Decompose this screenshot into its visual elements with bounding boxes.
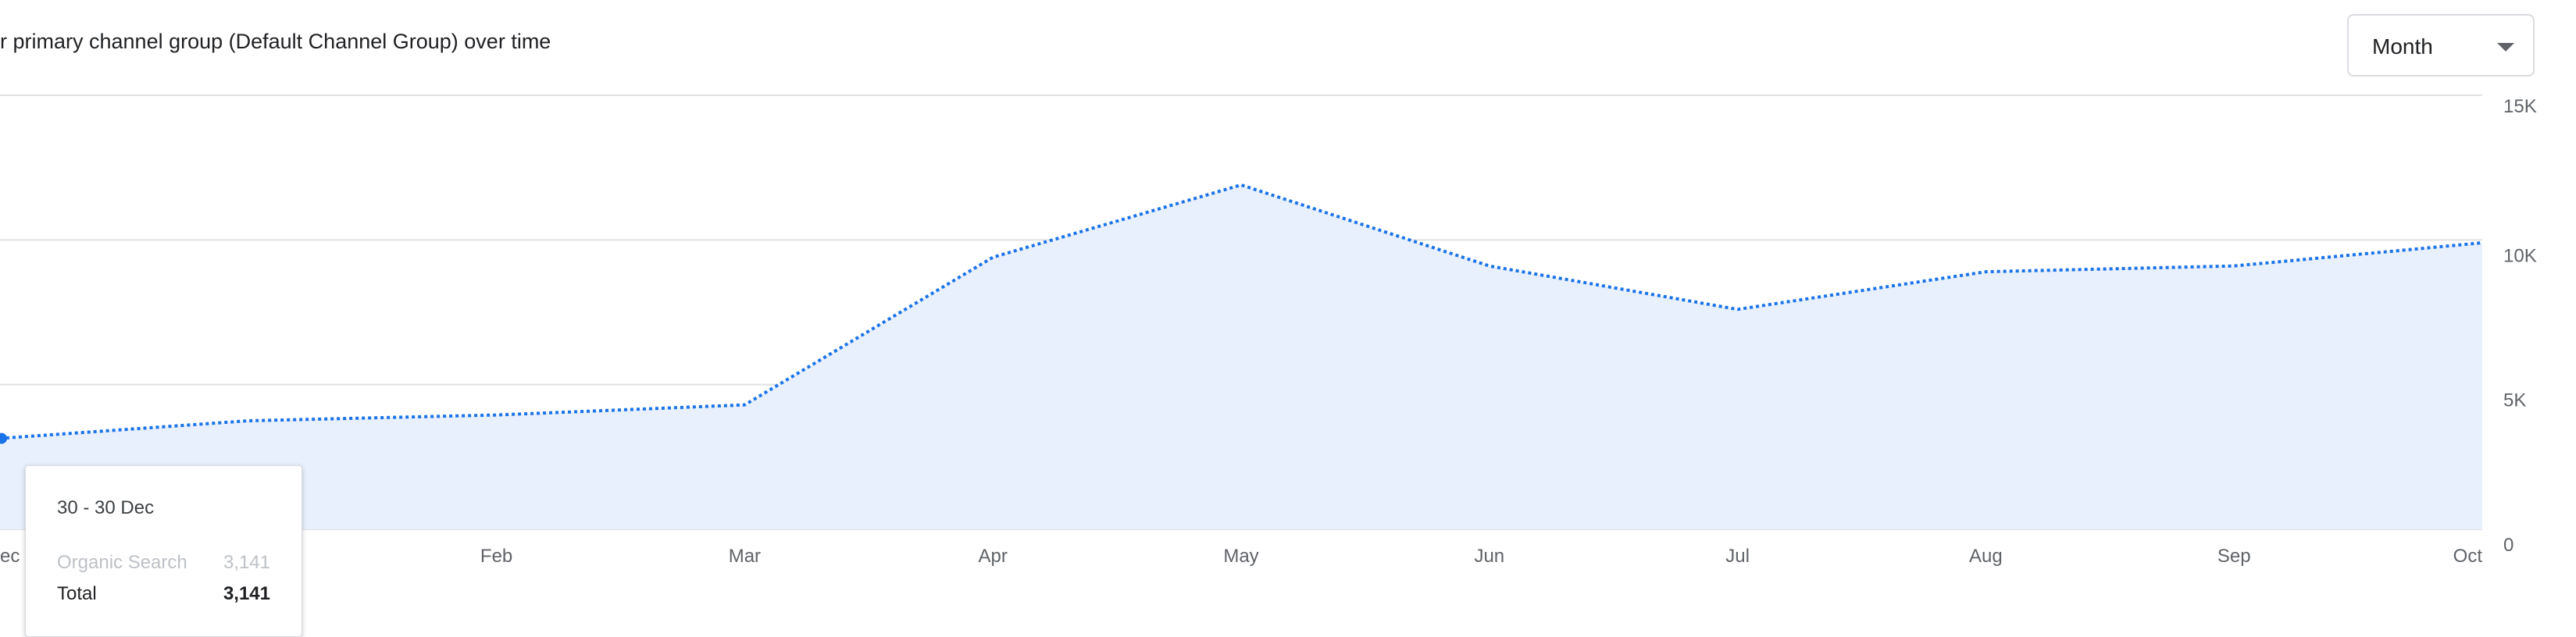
series-point [0, 432, 7, 444]
tooltip-series-name: Organic Search [57, 552, 187, 573]
y-tick-label: 15K [2503, 96, 2537, 117]
x-tick-label: May [1223, 546, 1258, 567]
period-dropdown[interactable]: Month [2347, 14, 2535, 77]
x-tick-label: Mar [729, 546, 761, 567]
tooltip-date: 30 - 30 Dec [57, 497, 155, 518]
x-tick-label: Jun [1474, 546, 1504, 567]
tooltip-row-organic-search: Organic Search 3,141 [57, 552, 270, 575]
tooltip-series-value: 3,141 [223, 552, 270, 573]
chevron-down-icon [2497, 43, 2514, 52]
tooltip-total-value: 3,141 [223, 583, 270, 604]
x-tick-label: Jul [1725, 546, 1750, 567]
x-tick-label: Aug [1969, 546, 2003, 567]
chart-tooltip: 30 - 30 Dec Organic Search 3,141 Total 3… [25, 465, 302, 637]
y-tick-label: 5K [2503, 390, 2526, 411]
y-tick-label: 0 [2503, 535, 2514, 556]
series-line [0, 183, 2483, 440]
x-tick-label: Feb [480, 546, 512, 567]
line-chart: 0 5K 10K 15K ec Feb Mar Apr May Jun Jul Aug Sep Oct [0, 94, 2537, 567]
series-area [0, 184, 2482, 529]
x-tick-label: Apr [979, 546, 1008, 567]
x-tick-label: ec [0, 546, 20, 567]
y-tick-label: 10K [2503, 245, 2537, 266]
x-tick-label: Sep [2217, 546, 2251, 567]
tooltip-total-label: Total [57, 583, 97, 604]
x-tick-label: Oct [2453, 546, 2483, 567]
chart-title: r primary channel group (Default Channel… [0, 30, 551, 53]
period-dropdown-value: Month [2372, 34, 2433, 59]
tooltip-row-total: Total 3,141 [57, 583, 270, 607]
